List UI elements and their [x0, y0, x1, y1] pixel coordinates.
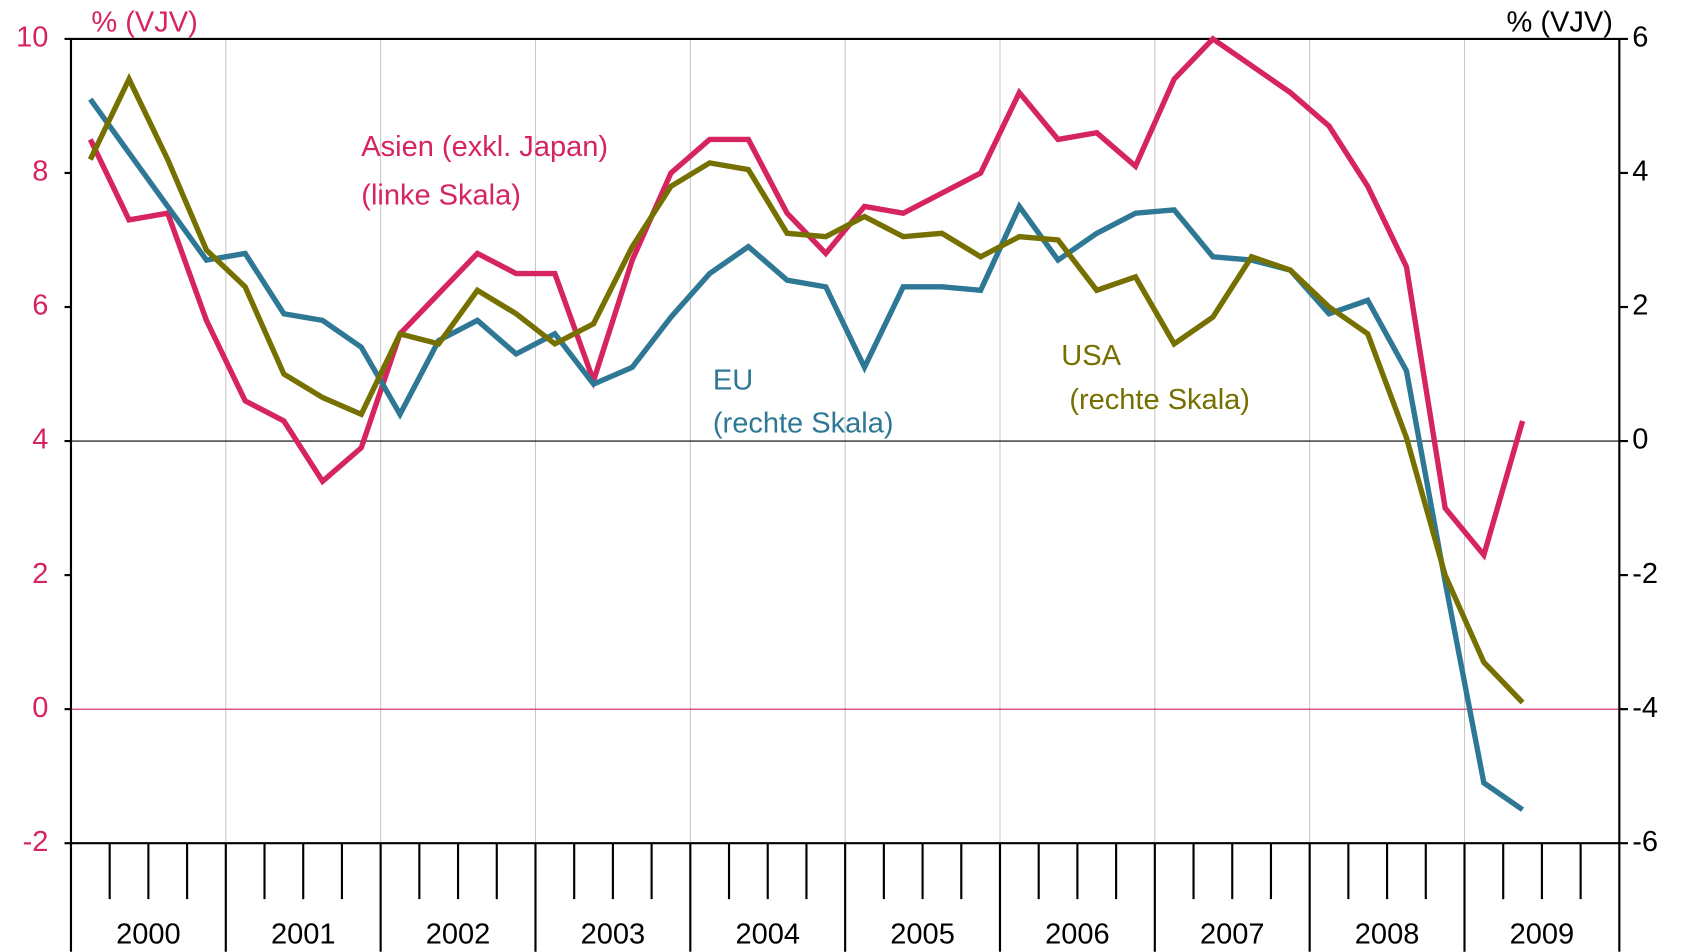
y2-tick-label: 0	[1632, 424, 1648, 456]
x-tick-label: 2004	[735, 918, 800, 950]
y-tick-label: -2	[23, 826, 49, 858]
y2-tick-label: 4	[1632, 156, 1648, 188]
x-tick-label: 2005	[890, 918, 955, 950]
y2-tick-label: -6	[1632, 826, 1658, 858]
x-tick-label: 2001	[271, 918, 336, 950]
y2-tick-label: -2	[1632, 558, 1658, 590]
x-tick-label: 2006	[1045, 918, 1110, 950]
series-label: Asien (exkl. Japan)	[361, 131, 608, 163]
y2-axis-label: % (VJV)	[1506, 7, 1612, 39]
y-tick-label: 2	[32, 558, 48, 590]
y2-tick-label: 2	[1632, 290, 1648, 322]
x-tick-label: 2007	[1200, 918, 1265, 950]
y-tick-label: 4	[32, 424, 48, 456]
series-label: EU	[713, 365, 753, 397]
x-tick-label: 2002	[426, 918, 491, 950]
series-label: (linke Skala)	[361, 180, 521, 212]
y-tick-label: 6	[32, 290, 48, 322]
y-tick-label: 0	[32, 692, 48, 724]
series-label: USA	[1061, 340, 1121, 372]
x-tick-label: 2008	[1355, 918, 1420, 950]
line-series	[87, 35, 1526, 561]
x-tick-label: 2000	[116, 918, 181, 950]
line-series	[87, 72, 1525, 705]
y2-tick-label: 6	[1632, 22, 1648, 54]
y-axis-label: % (VJV)	[91, 7, 197, 39]
y-tick-label: 8	[32, 156, 48, 188]
y-tick-label: 10	[16, 22, 48, 54]
y2-tick-label: -4	[1632, 692, 1658, 724]
series-label: (rechte Skala)	[713, 408, 894, 440]
series-label: (rechte Skala)	[1061, 384, 1250, 416]
x-tick-label: 2009	[1510, 918, 1575, 950]
x-tick-label: 2003	[581, 918, 646, 950]
